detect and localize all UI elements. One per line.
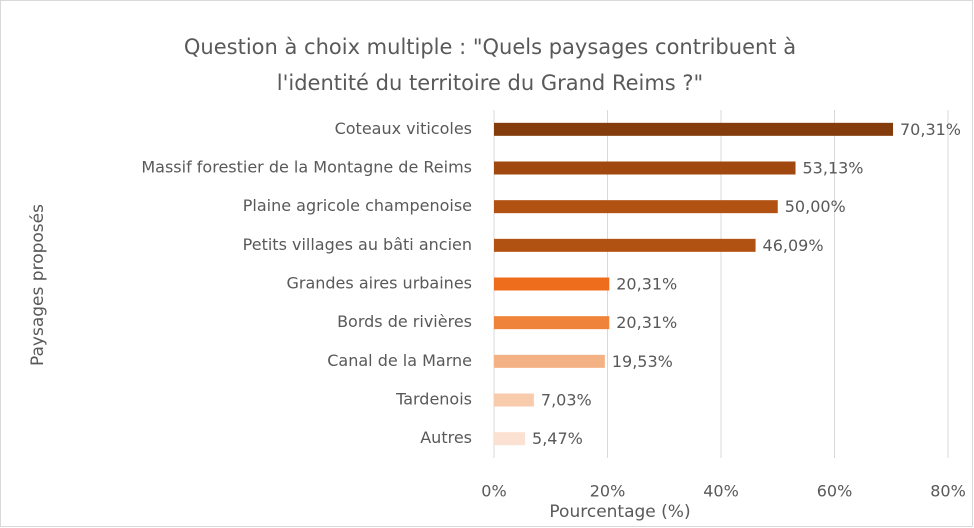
y-tick-label: Massif forestier de la Montagne de Reims <box>141 158 472 177</box>
x-axis-title: Pourcentage (%) <box>549 502 690 522</box>
y-tick-label: Bords de rivières <box>337 312 472 331</box>
bar <box>494 122 894 136</box>
value-label: 50,00% <box>785 197 846 216</box>
bar <box>494 277 610 291</box>
y-tick-label: Autres <box>420 428 472 447</box>
value-label: 46,09% <box>763 236 824 255</box>
value-label: 5,47% <box>532 429 583 448</box>
y-tick-label: Petits villages au bâti ancien <box>243 235 472 254</box>
bar <box>494 238 756 252</box>
x-tick-label: 80% <box>930 482 966 501</box>
x-tick-label: 0% <box>481 482 506 501</box>
value-label: 7,03% <box>541 391 592 410</box>
x-tick-label: 60% <box>817 482 853 501</box>
value-label: 70,31% <box>900 120 961 139</box>
value-label: 20,31% <box>616 275 677 294</box>
y-tick-label: Plaine agricole champenoise <box>243 196 472 215</box>
chart-title: Question à choix multiple : "Quels paysa… <box>184 35 796 59</box>
value-label: 20,31% <box>616 313 677 332</box>
x-tick-label: 40% <box>703 482 739 501</box>
y-tick-label: Grandes aires urbaines <box>286 274 472 293</box>
y-tick-label: Tardenois <box>395 390 472 409</box>
bar <box>494 393 534 407</box>
y-tick-label: Coteaux viticoles <box>335 119 472 138</box>
bar <box>494 432 526 446</box>
x-tick-label: 20% <box>590 482 626 501</box>
bar <box>494 200 778 214</box>
bar <box>494 316 610 330</box>
value-label: 19,53% <box>612 352 673 371</box>
bar <box>494 354 605 368</box>
y-axis-title: Paysages proposés <box>28 204 48 366</box>
y-tick-label: Canal de la Marne <box>327 351 472 370</box>
chart-title: l'identité du territoire du Grand Reims … <box>277 71 703 95</box>
bar <box>494 161 796 175</box>
value-label: 53,13% <box>803 159 864 178</box>
